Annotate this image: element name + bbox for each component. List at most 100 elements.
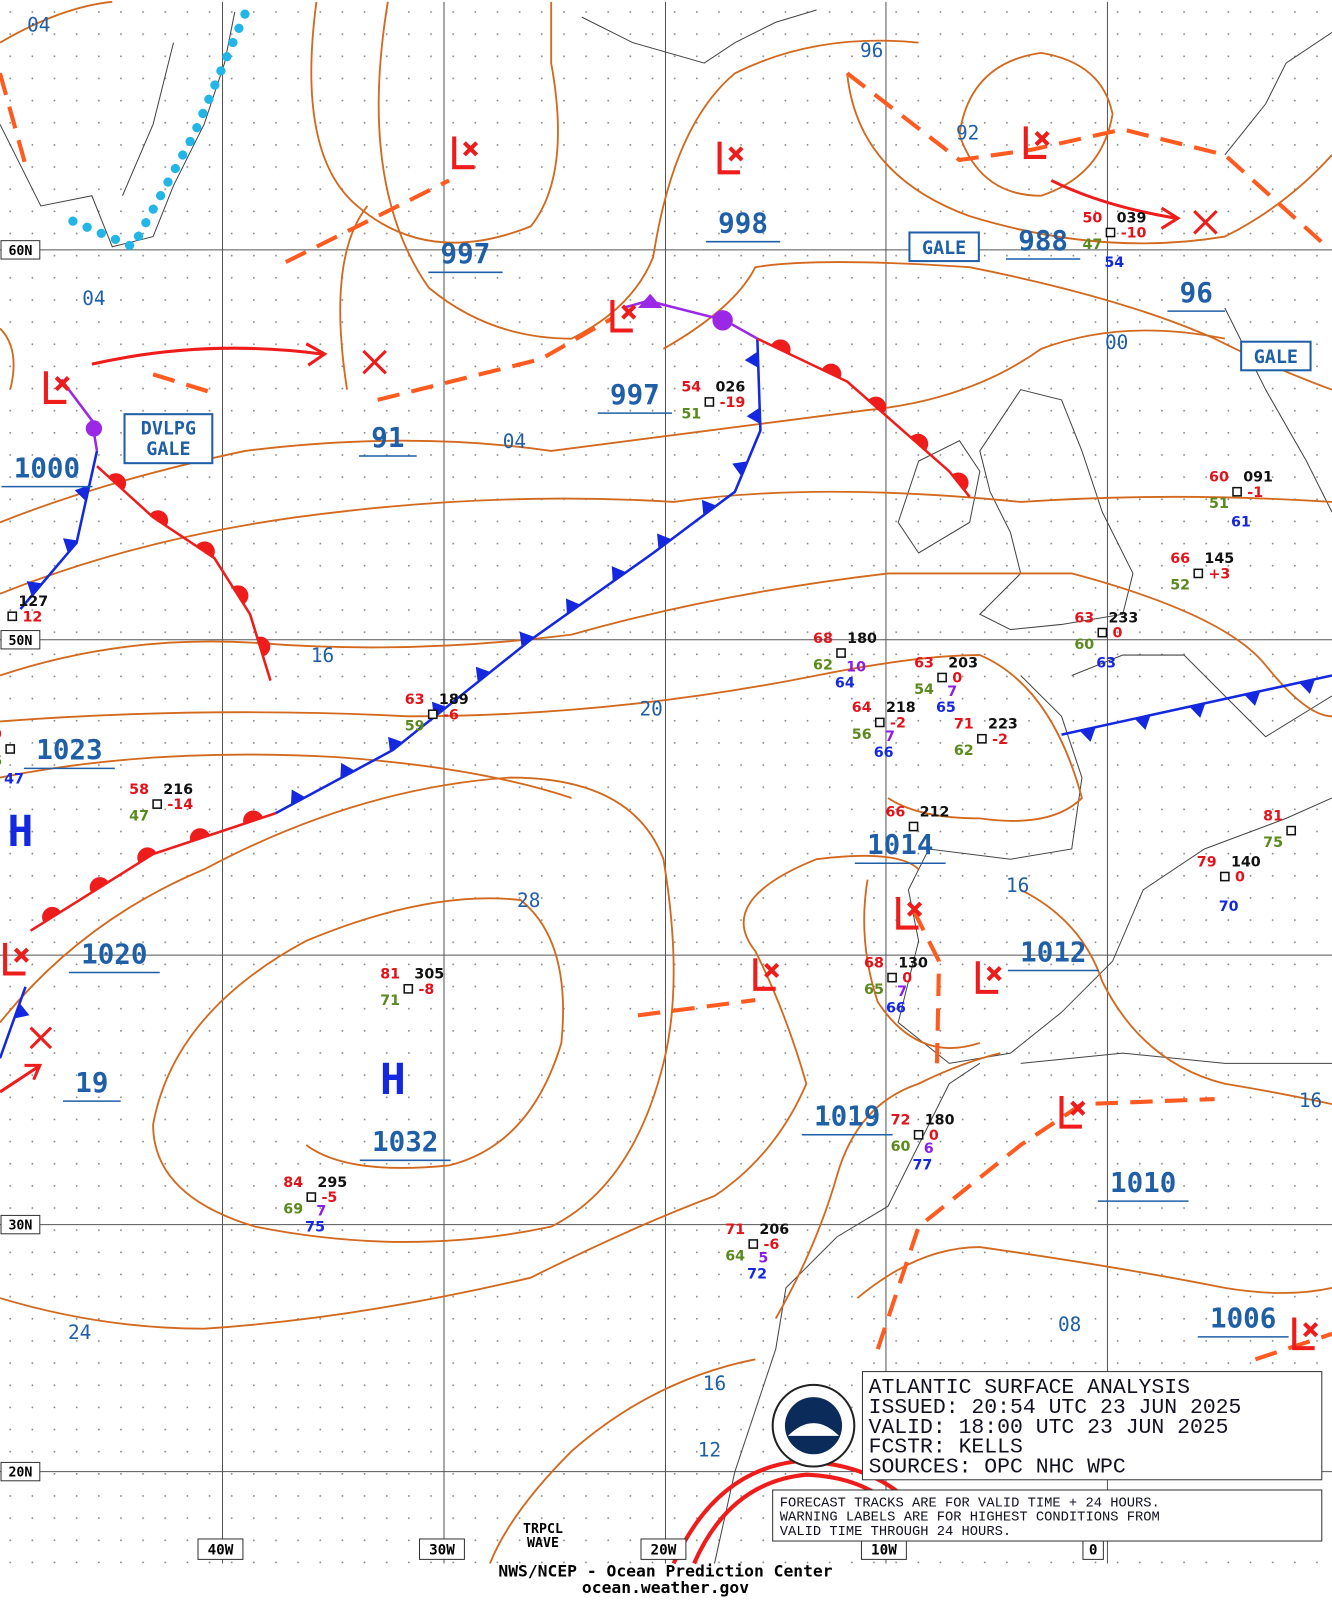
warning-label: DVLPG (141, 419, 196, 440)
station-sst: 66 (886, 1000, 906, 1016)
isobar (0, 753, 572, 799)
station-dewpoint: 47 (1082, 237, 1102, 253)
low-symbol (3, 942, 30, 976)
isobar (0, 776, 675, 1243)
station-marker (1219, 871, 1230, 882)
station-pressure: 039 (1117, 210, 1147, 226)
isobar (774, 1052, 1001, 1319)
trough (875, 1097, 1215, 1350)
station-wave: 6 (924, 1141, 934, 1157)
station-pressure: 206 (759, 1222, 789, 1238)
center-pressure: 1012 (1020, 936, 1086, 968)
station-temperature: 66 (885, 804, 905, 820)
isobar (0, 854, 920, 1330)
station-marker (874, 717, 885, 728)
isobar (0, 654, 1083, 822)
warning-box (908, 231, 980, 263)
station-tendency: -2 (992, 732, 1008, 748)
station-dewpoint: 52 (1170, 578, 1190, 594)
britain (979, 389, 1134, 631)
north-africa-coast (1020, 1052, 1332, 1064)
station-temperature: 68 (864, 955, 884, 971)
isobar (958, 51, 1114, 197)
warning-box (1240, 340, 1312, 372)
station-dewpoint: 51 (1209, 496, 1229, 512)
station-pressure: 180 (847, 631, 877, 647)
station-sst: 66 (874, 745, 894, 761)
station-sst: 72 (747, 1267, 767, 1283)
isobar (662, 261, 1332, 391)
station-marker (1105, 227, 1116, 238)
station-pressure: 140 (1231, 854, 1261, 870)
cold-front-symbol (1189, 703, 1206, 718)
isobar-label: 04 (82, 287, 105, 310)
station-dewpoint: 69 (283, 1201, 303, 1217)
info-line: ISSUED: 20:54 UTC 23 JUN 2025 (869, 1396, 1242, 1420)
cold-front-symbol (732, 461, 748, 477)
note-line: WARNING LABELS ARE FOR HIGHEST CONDITION… (780, 1511, 1160, 1526)
trough (284, 178, 451, 264)
warm-front-symbol (771, 339, 791, 355)
station-temperature: 84 (283, 1175, 303, 1191)
fronts (0, 293, 1332, 1059)
info-box (861, 1371, 1323, 1481)
station-wave: 7 (947, 684, 957, 700)
station-temperature: 81 (1263, 808, 1283, 824)
station-marker (748, 1239, 759, 1249)
center-pressure: 997 (610, 379, 660, 411)
cold-front-symbol (565, 598, 581, 615)
station-dewpoint: 62 (813, 657, 833, 673)
lon-label: 30W (429, 1542, 455, 1558)
note-line: VALID TIME THROUGH 24 HOURS. (780, 1525, 1011, 1540)
station-sst: 75 (305, 1220, 325, 1236)
station-marker (977, 733, 987, 744)
cold-front-symbol (1134, 715, 1151, 730)
station-temperature: 81 (380, 967, 400, 983)
lat-label-box (0, 630, 41, 650)
africa-coast (713, 1062, 981, 1564)
warm-front-symbol (868, 396, 887, 414)
station-marker (1097, 627, 1108, 638)
station-temperature: 54 (681, 380, 701, 396)
lat-label: 20N (8, 1466, 32, 1481)
station-sst: 63 (1096, 655, 1116, 671)
cold-front-symbol (701, 499, 717, 516)
station-tendency: -19 (720, 395, 746, 411)
lon-label: 40W (208, 1542, 234, 1558)
warning-box (123, 413, 214, 465)
station-pressure: 223 (988, 717, 1018, 733)
noaa-logo (771, 1383, 856, 1468)
station-tendency: 0 (902, 971, 912, 987)
tropical-wave-label: WAVE (527, 1536, 559, 1551)
station-pressure: 216 (163, 782, 193, 798)
isobar-label: 04 (503, 430, 526, 453)
isobar-label: 16 (703, 1372, 726, 1395)
lat-label: 50N (8, 634, 32, 649)
station-pressure: 127 (18, 594, 48, 610)
station-pressure: 180 (925, 1113, 955, 1129)
center-pressure: 1023 (36, 734, 102, 766)
isobar (339, 205, 369, 390)
lon-label-box (640, 1538, 687, 1560)
footer-line: ocean.weather.gov (582, 1578, 749, 1597)
station-pressure: 130 (898, 955, 928, 971)
station-marker (7, 611, 18, 622)
cold-front-symbol (657, 533, 672, 550)
cold-front (1061, 674, 1332, 736)
isobar (856, 1246, 1332, 1299)
station-dewpoint: 64 (725, 1248, 745, 1264)
france-coast (1071, 654, 1332, 738)
station-pressure: 212 (920, 804, 950, 820)
warning-label: GALE (922, 238, 966, 259)
occluded-front (622, 299, 758, 340)
station-marker (152, 799, 163, 809)
trough (637, 998, 756, 1018)
station-pressure: 218 (886, 700, 916, 716)
station-pressure: 203 (948, 655, 978, 671)
lows (3, 126, 1319, 1351)
isobar-label: 00 (1105, 331, 1128, 354)
station-temperature: 64 (852, 700, 872, 716)
center-pressure: 91 (371, 422, 404, 454)
